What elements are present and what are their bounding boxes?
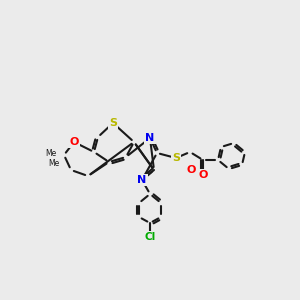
Text: S: S	[172, 153, 180, 163]
Text: O: O	[69, 137, 79, 147]
Text: Cl: Cl	[144, 232, 156, 242]
Text: S: S	[109, 118, 117, 128]
Text: O: O	[198, 170, 208, 180]
Text: N: N	[146, 133, 154, 143]
Text: N: N	[137, 175, 147, 185]
Text: Me: Me	[48, 160, 60, 169]
Text: O: O	[186, 165, 196, 175]
Text: Me: Me	[45, 148, 57, 158]
